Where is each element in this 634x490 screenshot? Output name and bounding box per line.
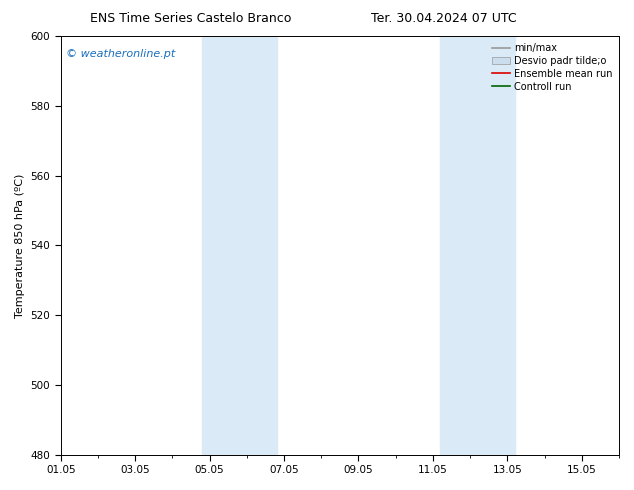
Y-axis label: Temperature 850 hPa (ºC): Temperature 850 hPa (ºC)	[15, 173, 25, 318]
Bar	[202, 36, 276, 455]
Legend: min/max, Desvio padr tilde;o, Ensemble mean run, Controll run: min/max, Desvio padr tilde;o, Ensemble m…	[488, 39, 616, 96]
Text: ENS Time Series Castelo Branco: ENS Time Series Castelo Branco	[89, 12, 291, 25]
Bar	[441, 36, 515, 455]
Text: © weatheronline.pt: © weatheronline.pt	[67, 49, 176, 59]
Text: Ter. 30.04.2024 07 UTC: Ter. 30.04.2024 07 UTC	[371, 12, 517, 25]
